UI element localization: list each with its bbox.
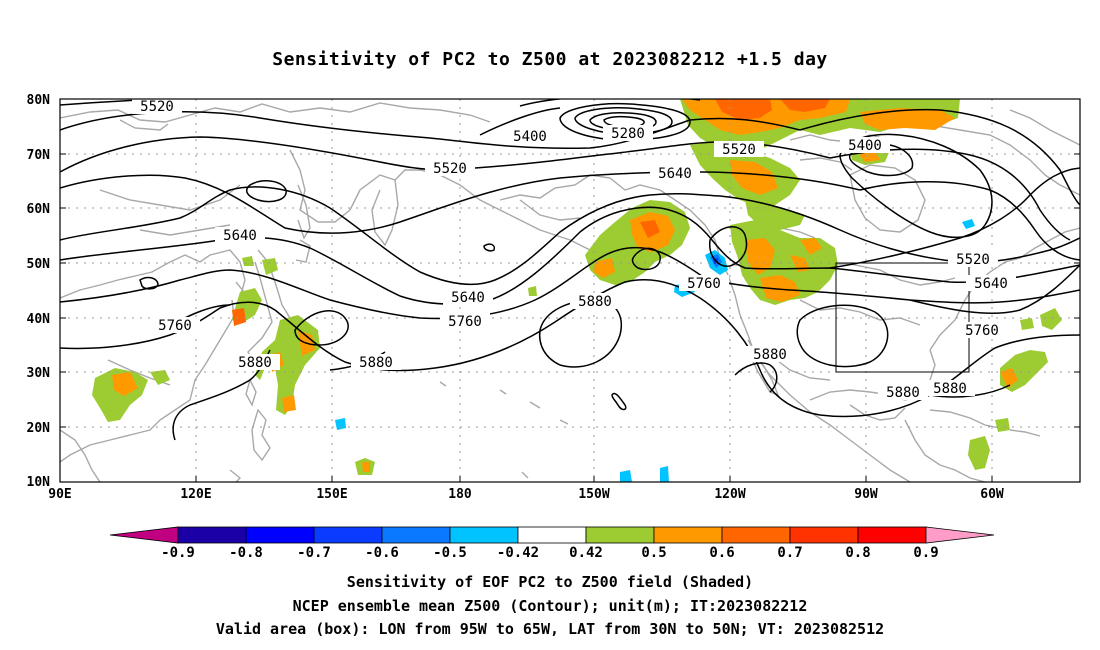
coastlines — [60, 102, 1080, 482]
colorbar-label: 0.5 — [641, 545, 666, 561]
colorbar-label: -0.8 — [229, 545, 263, 561]
lon-label: 150W — [578, 487, 609, 502]
lat-label: 10N — [27, 475, 51, 490]
footnote-shading: Sensitivity of EOF PC2 to Z500 field (Sh… — [346, 573, 754, 591]
colorbar-swatch — [177, 526, 247, 544]
colorbar-label: -0.6 — [365, 545, 399, 561]
map-title: Sensitivity of PC2 to Z500 at 2023082212… — [272, 49, 828, 70]
contour-label: 5520 — [433, 161, 467, 177]
valid-area-box — [835, 262, 970, 373]
colorbar-swatch — [721, 526, 791, 544]
colorbar-label: 0.9 — [913, 545, 938, 561]
lat-label: 70N — [27, 148, 51, 163]
colorbar-swatch — [245, 526, 315, 544]
lat-label: 40N — [27, 312, 51, 327]
lon-label: 90E — [48, 487, 71, 502]
lat-label: 30N — [27, 366, 51, 381]
contour-label: 5400 — [848, 138, 882, 154]
contour-label: 5760 — [448, 314, 482, 330]
lon-label: 180 — [448, 487, 472, 502]
colorbar: -0.9 -0.8 -0.7 -0.6 -0.5 -0.42 0.42 0.5 0.6 0.7 0.… — [109, 526, 995, 561]
lat-label: 80N — [27, 93, 51, 108]
footnote-contour: NCEP ensemble mean Z500 (Contour); unit(… — [292, 597, 808, 615]
contour-label: 5760 — [687, 276, 721, 292]
z500-contours — [60, 99, 1080, 441]
colorbar-swatch — [789, 526, 859, 544]
colorbar-swatch — [449, 526, 519, 544]
colorbar-right-triangle — [925, 526, 995, 544]
lat-lon-grid — [60, 99, 1080, 482]
tick-marks — [60, 98, 1080, 482]
contour-label: 5280 — [611, 126, 645, 142]
contour-label: 5520 — [956, 252, 990, 268]
contour-label: 5520 — [140, 99, 174, 115]
colorbar-swatch — [857, 526, 927, 544]
contour-label: 5880 — [933, 381, 967, 397]
lon-label: 120E — [180, 487, 211, 502]
contour-label: 5760 — [158, 318, 192, 334]
contour-label: 5640 — [974, 276, 1008, 292]
colorbar-swatch — [381, 526, 451, 544]
colorbar-label: -0.5 — [433, 545, 467, 561]
colorbar-label: 0.7 — [777, 545, 802, 561]
lon-label: 90W — [854, 487, 878, 502]
lon-label: 120W — [714, 487, 745, 502]
longitude-labels: 90E 120E 150E 180 150W 120W 90W 60W — [48, 487, 1004, 502]
lat-label: 60N — [27, 202, 51, 217]
colorbar-label: -0.9 — [161, 545, 195, 561]
contour-label: 5880 — [753, 347, 787, 363]
colorbar-swatch — [585, 526, 655, 544]
colorbar-label: 0.8 — [845, 545, 870, 561]
sensitivity-shading — [92, 99, 1062, 482]
contour-label: 5880 — [238, 355, 272, 371]
colorbar-label: -0.7 — [297, 545, 331, 561]
contour-label: 5880 — [886, 385, 920, 401]
footnote-valid-area: Valid area (box): LON from 95W to 65W, L… — [215, 620, 885, 638]
lon-label: 60W — [980, 487, 1004, 502]
latitude-labels: 80N 70N 60N 50N 40N 30N 20N 10N — [27, 93, 51, 490]
contour-label: 5520 — [722, 142, 756, 158]
colorbar-label: 0.6 — [709, 545, 734, 561]
colorbar-swatch — [517, 526, 587, 544]
contour-label: 5400 — [513, 129, 547, 145]
contour-labels: 5520 5400 5280 5520 5400 5520 5640 5640 … — [132, 98, 1016, 401]
colorbar-swatch — [313, 526, 383, 544]
colorbar-swatch — [653, 526, 723, 544]
colorbar-left-triangle — [109, 526, 179, 544]
contour-label: 5640 — [223, 228, 257, 244]
map-frame — [59, 98, 1081, 483]
lat-label: 50N — [27, 257, 51, 272]
colorbar-label: -0.42 — [497, 545, 539, 561]
contour-label: 5640 — [451, 290, 485, 306]
contour-label: 5880 — [578, 294, 612, 310]
colorbar-label: 0.42 — [569, 545, 603, 561]
lat-label: 20N — [27, 421, 51, 436]
contour-label: 5880 — [359, 355, 393, 371]
contour-label: 5640 — [658, 166, 692, 182]
contour-label: 5760 — [965, 323, 999, 339]
lon-label: 150E — [316, 487, 347, 502]
